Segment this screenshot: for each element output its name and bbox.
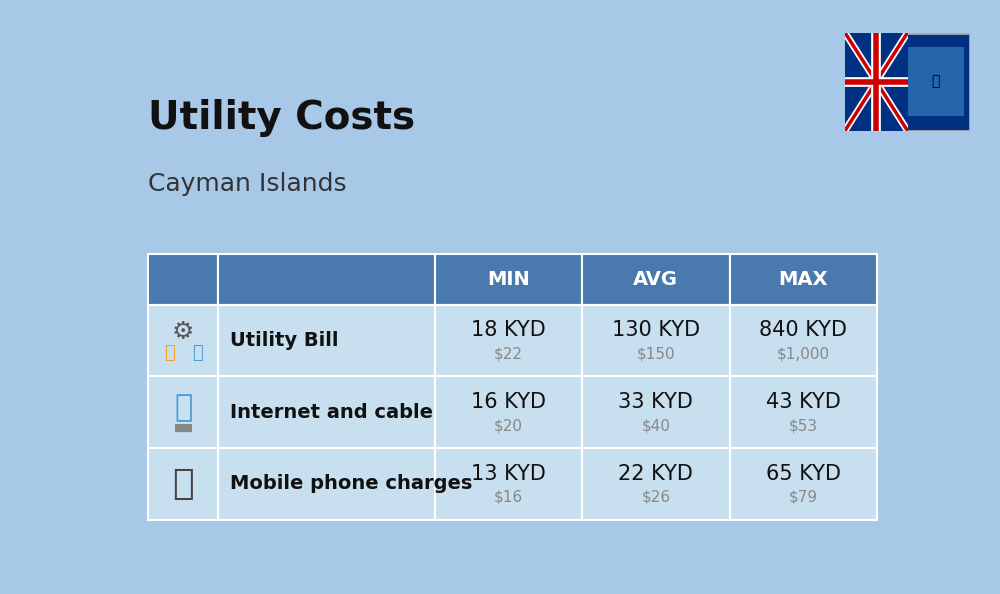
- Text: 13 KYD: 13 KYD: [471, 464, 546, 484]
- Bar: [582, 376, 730, 448]
- Text: MAX: MAX: [778, 270, 828, 289]
- Text: Internet and cable: Internet and cable: [230, 403, 433, 422]
- Bar: [582, 448, 730, 520]
- Bar: [730, 305, 877, 376]
- Text: AVG: AVG: [633, 270, 678, 289]
- Text: 🔌: 🔌: [164, 344, 175, 362]
- Bar: [730, 448, 877, 520]
- Text: 33 KYD: 33 KYD: [618, 392, 693, 412]
- Text: Mobile phone charges: Mobile phone charges: [230, 474, 472, 493]
- Text: 16 KYD: 16 KYD: [471, 392, 546, 412]
- Bar: [582, 305, 730, 376]
- Bar: [908, 48, 964, 116]
- Bar: [435, 376, 582, 448]
- Bar: [148, 448, 218, 520]
- Bar: [435, 448, 582, 520]
- Text: $150: $150: [637, 346, 675, 362]
- Bar: [218, 448, 435, 520]
- Text: Utility Bill: Utility Bill: [230, 331, 338, 350]
- Text: $16: $16: [494, 490, 523, 505]
- Text: $20: $20: [494, 418, 523, 433]
- Text: 📱: 📱: [172, 467, 194, 501]
- Bar: [218, 376, 435, 448]
- Text: ▬: ▬: [173, 418, 194, 438]
- Text: 📶: 📶: [174, 393, 192, 422]
- Text: Cayman Islands: Cayman Islands: [148, 172, 347, 196]
- Bar: [148, 254, 218, 305]
- Text: $1,000: $1,000: [777, 346, 830, 362]
- Bar: [148, 376, 218, 448]
- Text: 🐢: 🐢: [931, 75, 940, 89]
- Text: 22 KYD: 22 KYD: [618, 464, 693, 484]
- Text: $79: $79: [789, 490, 818, 505]
- Text: $22: $22: [494, 346, 523, 362]
- Text: Utility Costs: Utility Costs: [148, 99, 415, 137]
- Text: 43 KYD: 43 KYD: [766, 392, 841, 412]
- Bar: [435, 305, 582, 376]
- Bar: [218, 254, 435, 305]
- Text: $26: $26: [641, 490, 670, 505]
- Text: 840 KYD: 840 KYD: [759, 320, 847, 340]
- Bar: [435, 254, 582, 305]
- Text: ⚙: ⚙: [172, 320, 194, 344]
- Bar: [582, 254, 730, 305]
- Bar: [218, 305, 435, 376]
- Bar: [730, 376, 877, 448]
- Text: 130 KYD: 130 KYD: [612, 320, 700, 340]
- Text: 65 KYD: 65 KYD: [766, 464, 841, 484]
- Text: MIN: MIN: [487, 270, 530, 289]
- Text: 📦: 📦: [192, 344, 202, 362]
- Text: $40: $40: [641, 418, 670, 433]
- Text: $53: $53: [789, 418, 818, 433]
- Bar: [730, 254, 877, 305]
- Text: 18 KYD: 18 KYD: [471, 320, 546, 340]
- Bar: [148, 305, 218, 376]
